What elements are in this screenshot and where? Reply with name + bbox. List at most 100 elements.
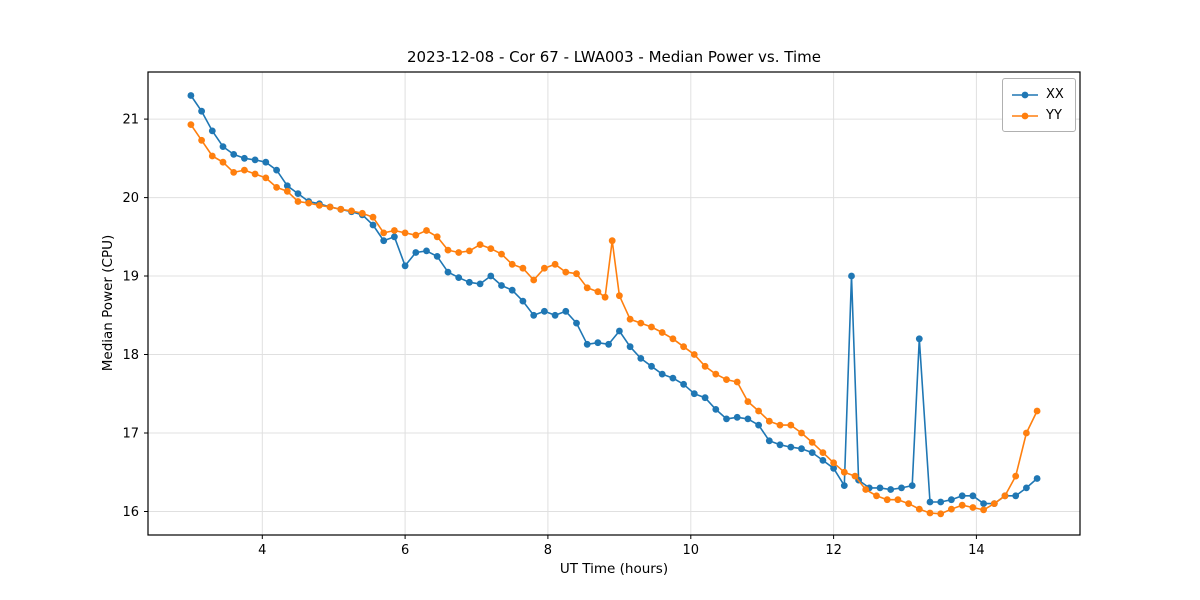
data-point-xx (765, 437, 773, 445)
legend-item-yy: YY (1010, 105, 1068, 126)
legend-label-xx: XX (1046, 87, 1064, 102)
data-point-xx (958, 492, 966, 500)
data-point-yy (251, 170, 259, 178)
data-point-xx (1023, 484, 1030, 492)
data-point-yy (594, 288, 602, 296)
data-point-yy (658, 329, 666, 336)
data-point-yy (262, 174, 270, 182)
data-point-xx (198, 107, 206, 115)
data-point-yy (616, 292, 623, 300)
data-point-yy (808, 439, 816, 446)
x-tick-label: 14 (968, 543, 985, 558)
data-point-yy (905, 500, 912, 507)
data-point-xx (562, 307, 570, 315)
data-point-yy (583, 284, 591, 292)
data-point-yy (701, 362, 709, 370)
data-point-xx (908, 482, 916, 489)
data-point-yy (851, 472, 859, 480)
data-point-xx (658, 370, 666, 378)
legend: XX YY (1002, 78, 1076, 132)
data-point-xx (294, 190, 302, 198)
data-point-yy (433, 233, 441, 241)
data-point-yy (498, 250, 505, 258)
data-point-yy (230, 169, 238, 176)
data-point-xx (412, 249, 420, 256)
x-axis-label: UT Time (hours) (559, 561, 669, 577)
data-point-xx (423, 247, 430, 255)
data-point-yy (626, 315, 634, 323)
data-point-xx (980, 500, 987, 507)
data-point-yy (969, 504, 977, 511)
data-point-xx (1012, 492, 1020, 500)
data-point-xx (616, 327, 623, 335)
y-tick-label: 19 (122, 270, 139, 285)
data-point-yy (401, 229, 409, 237)
data-point-xx (208, 127, 216, 135)
data-point-xx (508, 286, 516, 294)
data-point-yy (219, 158, 227, 166)
data-point-xx (444, 268, 452, 276)
data-point-yy (608, 237, 616, 245)
data-point-yy (798, 429, 805, 437)
data-point-yy (208, 152, 216, 160)
x-tick-label: 4 (258, 543, 266, 558)
data-point-yy (926, 509, 934, 517)
data-point-xx (476, 280, 484, 288)
data-point-yy (765, 417, 773, 425)
data-point-yy (412, 231, 420, 239)
data-point-xx (733, 413, 741, 421)
data-point-xx (401, 262, 409, 270)
data-point-xx (798, 445, 805, 453)
legend-item-xx: XX (1010, 84, 1068, 105)
data-point-xx (241, 154, 248, 162)
data-point-xx (605, 340, 612, 348)
data-point-xx (712, 406, 720, 413)
data-point-xx (583, 340, 591, 348)
data-point-xx (1033, 475, 1041, 482)
data-point-yy (601, 293, 609, 301)
data-point-yy (283, 187, 291, 195)
data-point-xx (926, 498, 934, 506)
data-point-xx (487, 272, 495, 280)
data-point-xx (369, 221, 377, 229)
data-point-xx (251, 156, 259, 164)
data-point-yy (530, 276, 538, 284)
data-point-yy (669, 335, 677, 343)
data-point-yy (733, 378, 741, 386)
data-point-yy (455, 249, 463, 256)
data-point-xx (680, 380, 687, 388)
chart-title: 2023-12-08 - Cor 67 - LWA003 - Median Po… (407, 48, 821, 66)
data-point-xx (648, 362, 655, 370)
data-point-xx (283, 182, 291, 190)
data-point-yy (915, 505, 923, 513)
data-point-xx (530, 311, 538, 319)
y-axis-label: Median Power (CPU) (100, 234, 116, 372)
data-point-xx (433, 253, 441, 260)
data-point-xx (755, 421, 762, 429)
data-point-xx (551, 311, 559, 319)
data-point-yy (348, 207, 355, 215)
data-point-yy (305, 199, 313, 207)
data-point-xx (519, 297, 527, 305)
y-tick-label: 18 (122, 348, 139, 363)
data-point-yy (508, 260, 516, 268)
data-point-yy (755, 407, 762, 415)
data-point-yy (358, 209, 366, 217)
data-point-yy (391, 227, 398, 234)
data-point-yy (444, 246, 452, 254)
series-line-xx (190, 95, 1038, 505)
data-point-yy (1033, 407, 1041, 415)
data-point-yy (337, 205, 345, 213)
y-tick-label: 20 (122, 191, 139, 206)
data-point-yy (487, 245, 495, 253)
data-point-yy (316, 202, 323, 209)
data-point-yy (476, 241, 484, 249)
x-tick-label: 12 (825, 543, 842, 558)
data-point-xx (915, 335, 923, 343)
data-point-yy (690, 351, 698, 358)
data-point-yy (883, 496, 891, 504)
data-point-xx (808, 449, 816, 456)
data-point-yy (541, 264, 548, 272)
data-point-xx (380, 237, 388, 245)
